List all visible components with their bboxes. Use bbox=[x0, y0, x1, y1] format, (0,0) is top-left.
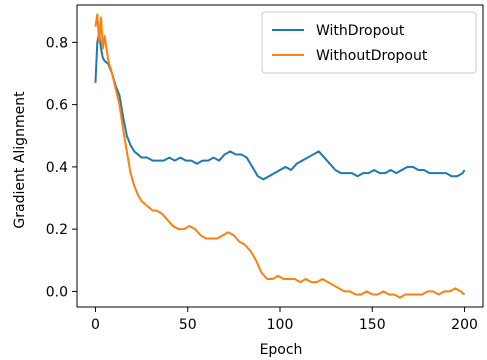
x-tick-label: 50 bbox=[179, 317, 197, 333]
x-axis-label: Epoch bbox=[260, 342, 303, 358]
x-tick-label: 200 bbox=[451, 317, 478, 333]
y-tick-label: 0.2 bbox=[46, 222, 68, 238]
series-line-without-dropout bbox=[94, 13, 466, 299]
x-tick-label: 150 bbox=[359, 317, 386, 333]
series-layer bbox=[94, 13, 466, 299]
legend: WithDropout WithoutDropout bbox=[261, 11, 477, 74]
y-tick-label: 0.8 bbox=[46, 35, 68, 51]
x-tick-label: 0 bbox=[91, 317, 100, 333]
y-axis-label: Gradient Alignment bbox=[12, 91, 28, 229]
y-tick-label: 0.0 bbox=[46, 284, 68, 300]
y-tick-label: 0.4 bbox=[46, 160, 68, 176]
y-tick-label: 0.6 bbox=[46, 98, 68, 114]
legend-entry-label: WithDropout bbox=[316, 23, 405, 39]
series-line-with-dropout bbox=[94, 32, 466, 181]
legend-entry-label: WithoutDropout bbox=[316, 48, 428, 64]
x-tick-label: 100 bbox=[267, 317, 294, 333]
legend-box bbox=[261, 11, 477, 74]
ticks-layer: 0 50 100 150 200 0.0 0.2 0.4 0.6 0.8 bbox=[46, 35, 478, 333]
